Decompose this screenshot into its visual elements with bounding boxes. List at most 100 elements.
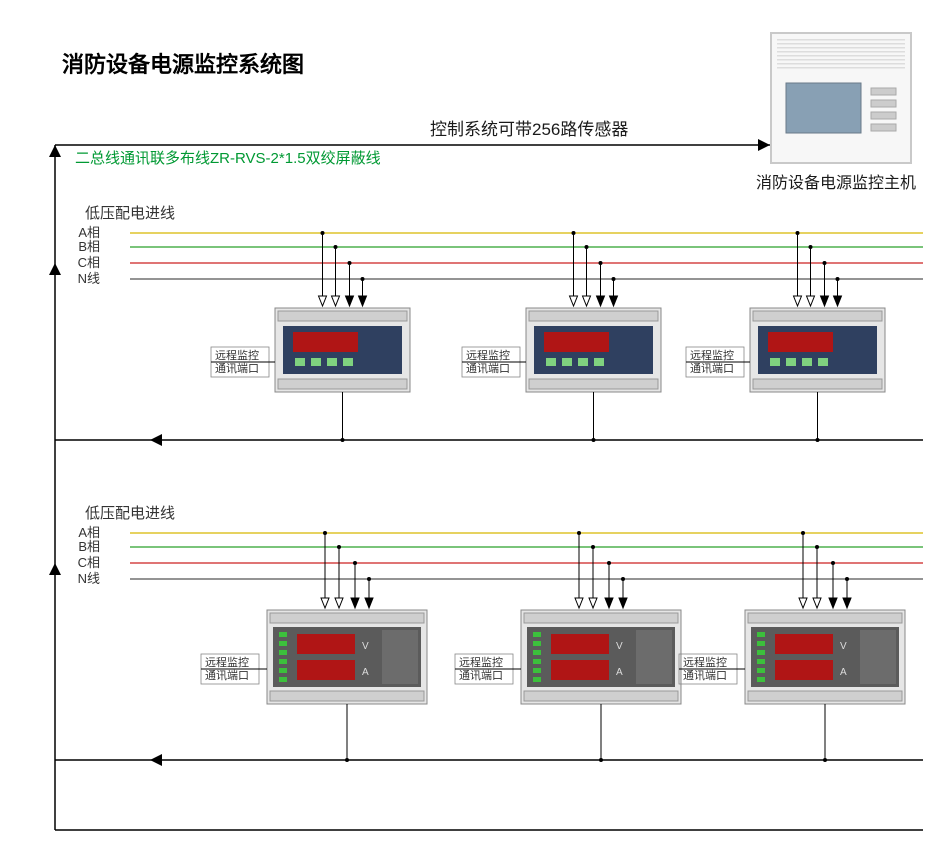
monitor-device-dual [521,610,681,704]
tap-junction-dot [612,277,616,281]
device-led [533,632,541,637]
device-button [770,358,780,366]
monitor-device-single [526,308,661,392]
host-vent [777,39,905,41]
feeder-label: 低压配电进线 [85,205,175,222]
phase-label: A相 [78,225,100,240]
host-button [871,112,896,119]
device-led [757,659,765,664]
tap-junction-dot [323,531,327,535]
device-terminals-top [529,311,658,321]
port-label-line1: 远程监控 [215,348,259,362]
monitor-device-single [275,308,410,392]
device-led [757,650,765,655]
tap-junction-dot [321,231,325,235]
device-display-v [775,634,833,654]
device-terminals-bottom [753,379,882,389]
device-led [757,668,765,673]
device-info-strip [636,630,672,684]
device-led [279,677,287,682]
tap-junction-dot [621,577,625,581]
device-info-strip [860,630,896,684]
monitor-device-single [750,308,885,392]
port-label-line2: 通讯端口 [690,362,734,375]
bus-line-note: 二总线通讯联多布线ZR-RVS-2*1.5双绞屏蔽线 [75,150,381,167]
port-label-line1: 远程监控 [459,655,503,669]
device-led [757,677,765,682]
device-terminals-top [278,311,407,321]
tap-junction-dot [577,531,581,535]
device-unit-v: V [362,641,369,652]
control-system-note: 控制系统可带256路传感器 [430,120,628,139]
tap-junction-dot [334,245,338,249]
tap-junction-dot [591,545,595,549]
host-vent [777,63,905,65]
device-display-a [775,660,833,680]
host-vent [777,67,905,69]
tap-junction-dot [572,231,576,235]
monitor-device-dual [267,610,427,704]
device-led [533,650,541,655]
device-led [279,641,287,646]
host-screen [786,83,861,133]
device-led [533,668,541,673]
device-led [757,641,765,646]
device-button [578,358,588,366]
device-display-v [297,634,355,654]
host-button [871,100,896,107]
tap-junction-dot [367,577,371,581]
device-button [295,358,305,366]
port-label-line2: 通讯端口 [215,362,259,375]
host-label: 消防设备电源监控主机 [756,174,916,192]
device-unit-a: A [362,667,369,678]
device-button [327,358,337,366]
device-led [757,632,765,637]
host-vent [777,59,905,61]
device-info-strip [382,630,418,684]
host-vent [777,43,905,45]
device-led [279,650,287,655]
device-button [546,358,556,366]
device-terminals-top [270,613,424,623]
device-button [311,358,321,366]
diagram-title: 消防设备电源监控系统图 [62,52,304,77]
device-terminals-bottom [270,691,424,701]
device-unit-v: V [840,641,847,652]
device-led [533,659,541,664]
tap-junction-dot [796,231,800,235]
feeder-label: 低压配电进线 [85,505,175,522]
device-led [279,632,287,637]
tap-junction-dot [599,261,603,265]
device-led [279,659,287,664]
phase-label: B相 [78,539,100,554]
device-unit-a: A [616,667,623,678]
device-button [818,358,828,366]
port-label-line1: 远程监控 [205,655,249,669]
device-button [562,358,572,366]
device-terminals-bottom [748,691,902,701]
device-terminals-bottom [524,691,678,701]
port-label-line2: 通讯端口 [205,669,249,682]
device-led [533,677,541,682]
port-label-line2: 通讯端口 [466,362,510,375]
device-led [533,641,541,646]
host-vent [777,51,905,53]
host-button [871,124,896,131]
tap-junction-dot [801,531,805,535]
device-terminals-top [748,613,902,623]
phase-label: C相 [78,555,100,570]
tap-junction-dot [353,561,357,565]
host-vent [777,47,905,49]
device-display-v [551,634,609,654]
tap-junction-dot [831,561,835,565]
host-button [871,88,896,95]
tap-junction-dot [337,545,341,549]
device-terminals-bottom [278,379,407,389]
device-unit-a: A [840,667,847,678]
device-display [293,332,358,352]
phase-label: N线 [78,571,100,586]
device-terminals-bottom [529,379,658,389]
device-display-a [551,660,609,680]
tap-junction-dot [348,261,352,265]
device-button [343,358,353,366]
